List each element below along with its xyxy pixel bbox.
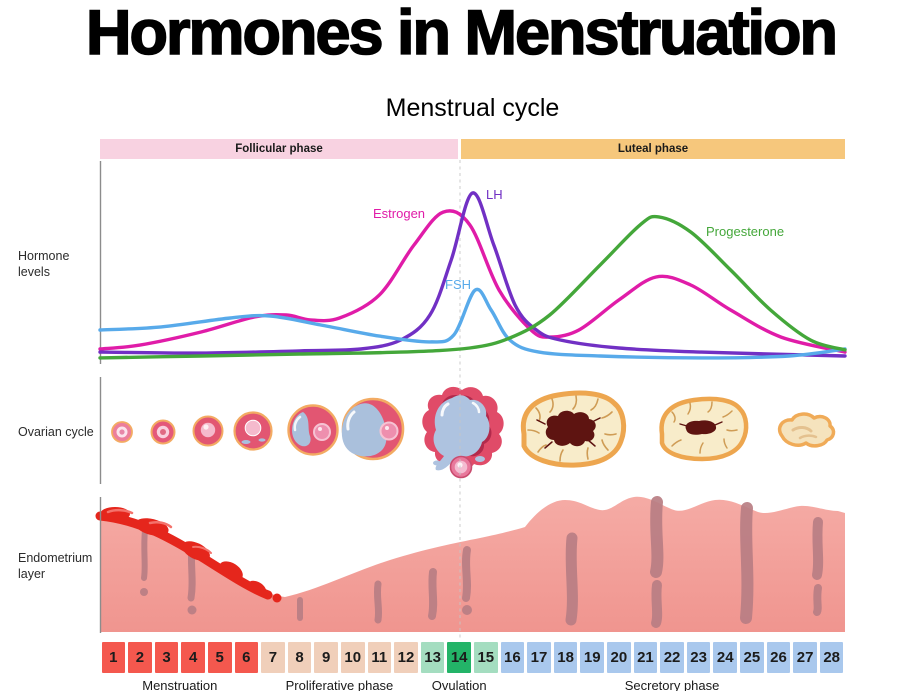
day-cell-16: 16: [500, 642, 525, 673]
fsh-curve: [98, 287, 847, 360]
day-cell-15: 15: [474, 642, 498, 673]
row-label-ovarian-cycle: Ovarian cycle: [18, 425, 94, 439]
menstrual-blood: [95, 507, 282, 603]
day-cell-25: 25: [740, 642, 764, 673]
ovarian-cycle-illustration: [111, 386, 836, 479]
lh-curve: [98, 191, 847, 358]
corpus-luteum-regressing-icon: [659, 396, 749, 462]
day-cell-4: 4: [181, 642, 205, 673]
day-cell-12: 12: [394, 642, 418, 673]
day-cell-24: 24: [713, 642, 738, 673]
follicular-phase-label: Follicular phase: [235, 143, 323, 155]
page-title: Hormones in Menstruation: [85, 0, 839, 68]
follicle-stage1-icon: [111, 421, 133, 443]
fsh-label: FSH: [445, 277, 471, 292]
uterine-glands: [140, 496, 824, 628]
day-cell-10: 10: [340, 642, 365, 673]
follicle-stage5-icon: [287, 404, 339, 456]
day-cell-26: 26: [766, 642, 791, 673]
day-cell-11: 11: [367, 642, 392, 673]
progesterone-label: Progesterone: [706, 224, 785, 239]
endometrium-illustration: [95, 496, 845, 632]
phase-label-ovulation: Ovulation: [431, 678, 487, 691]
phase-label-menstruation: Menstruation: [142, 678, 218, 691]
chart-title: Menstrual cycle: [385, 94, 560, 122]
follicle-stage6-mature-icon: [341, 397, 405, 461]
day-cell-22: 22: [660, 642, 684, 673]
day-cell-23: 23: [686, 642, 711, 673]
day-cell-8: 8: [287, 642, 312, 673]
day-cell-17: 17: [527, 642, 551, 673]
day-cell-7: 7: [261, 642, 285, 673]
day-cell-27: 27: [793, 642, 817, 673]
day-cell-3: 3: [154, 642, 179, 673]
lh-label: LH: [486, 187, 503, 202]
day-cell-18: 18: [553, 642, 578, 673]
day-cell-14: 14: [447, 642, 471, 673]
day-cell-1: 1: [101, 642, 126, 673]
day-cell-20: 20: [607, 642, 631, 673]
row-label-hormone-levels: Hormone levels: [18, 249, 70, 280]
hormone-curves: [98, 191, 847, 360]
row-label-endometrium-layer: Endometrium layer: [18, 551, 93, 582]
estrogen-label: Estrogen: [373, 206, 426, 221]
follicle-stage4-icon: [233, 411, 273, 451]
follicle-stage2-icon: [150, 419, 176, 445]
corpus-albicans-icon: [777, 412, 836, 448]
day-cell-6: 6: [234, 642, 259, 673]
day-cell-5: 5: [207, 642, 232, 673]
progesterone-curve: [98, 214, 847, 360]
day-cell-2: 2: [128, 642, 152, 673]
luteal-phase-label: Luteal phase: [617, 143, 689, 155]
follicular-phase-bar: Follicular phase: [100, 139, 458, 159]
day-cell-13: 13: [420, 642, 445, 673]
day-cell-21: 21: [633, 642, 658, 673]
day-cell-28: 28: [819, 642, 844, 673]
follicle-stage3-icon: [192, 415, 224, 447]
day-cell-9: 9: [314, 642, 338, 673]
ovulation-follicle-icon: [422, 386, 504, 479]
corpus-luteum-icon: [520, 390, 627, 468]
phase-label-secretory-phase: Secretory phase: [624, 678, 720, 691]
luteal-phase-bar: Luteal phase: [461, 139, 845, 159]
day-cell-19: 19: [580, 642, 605, 673]
phase-label-proliferative-phase: Proliferative phase: [285, 678, 394, 691]
